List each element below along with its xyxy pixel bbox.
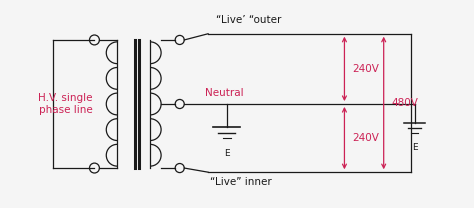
Text: 240V: 240V <box>352 133 379 143</box>
Text: 240V: 240V <box>352 64 379 74</box>
Text: “Live’ “outer: “Live’ “outer <box>216 15 282 25</box>
Text: E: E <box>224 150 229 158</box>
Text: E: E <box>412 143 418 152</box>
Text: “Live” inner: “Live” inner <box>210 177 272 187</box>
Text: 480V: 480V <box>391 98 418 108</box>
Text: Neutral: Neutral <box>204 88 243 98</box>
Text: H.V. single
phase line: H.V. single phase line <box>38 93 93 115</box>
